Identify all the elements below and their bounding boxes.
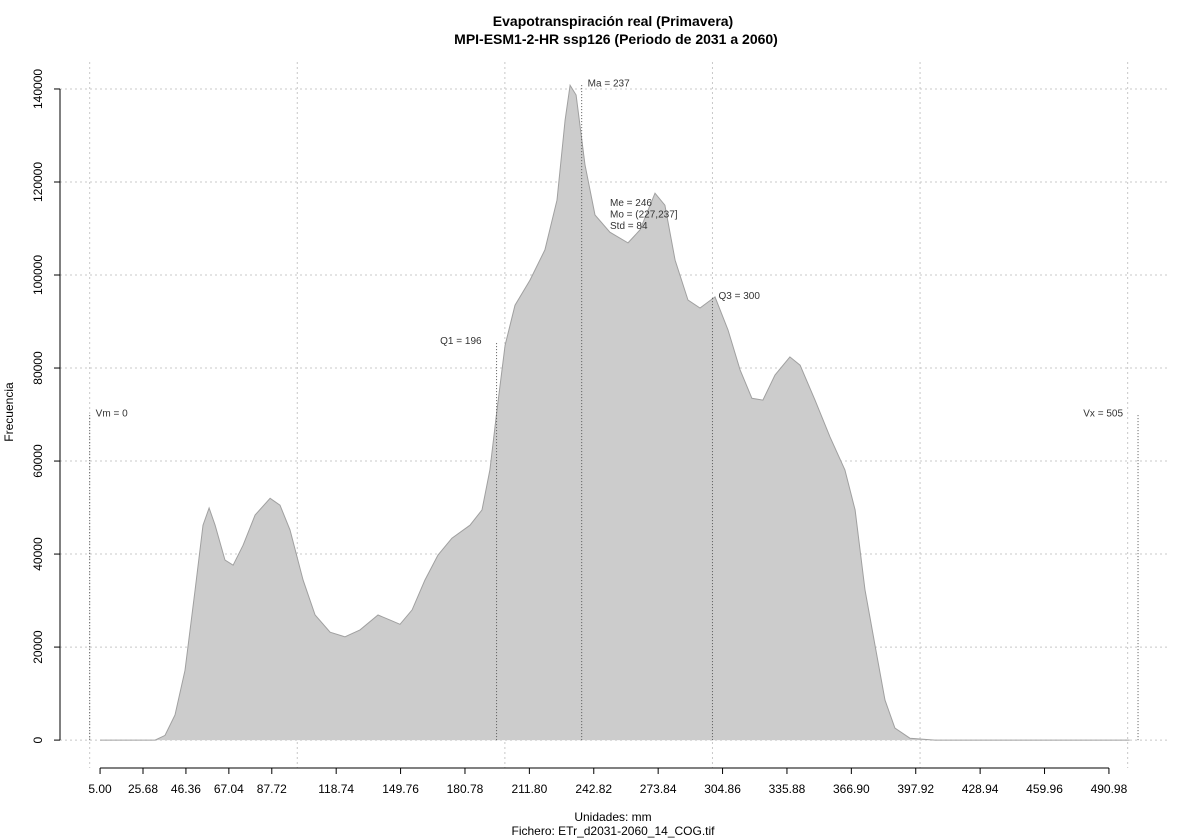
y-tick-label: 60000 xyxy=(31,444,45,478)
x-tick-label: 211.80 xyxy=(511,782,547,796)
y-axis-label: Frecuencia xyxy=(2,382,16,442)
x-tick-label: 273.84 xyxy=(640,782,677,796)
x-tick-label: 490.98 xyxy=(1091,782,1128,796)
x-tick-label: 397.92 xyxy=(897,782,934,796)
y-tick-label: 80000 xyxy=(31,351,45,385)
y-tick-label: 20000 xyxy=(31,630,45,664)
chart-subtitle: MPI-ESM1-2-HR ssp126 (Periodo de 2031 a … xyxy=(454,31,778,47)
x-tick-label: 180.78 xyxy=(447,782,484,796)
y-tick-label: 0 xyxy=(31,736,45,743)
annotation-label: Ma = 237 xyxy=(588,78,630,89)
y-tick-label: 120000 xyxy=(31,162,45,202)
density-line xyxy=(100,83,1130,741)
x-tick-label: 428.94 xyxy=(962,782,999,796)
x-tick-label: 5.00 xyxy=(88,782,112,796)
x-tick-label: 118.74 xyxy=(318,782,354,796)
x-tick-label: 25.68 xyxy=(128,782,158,796)
x-tick-label: 335.88 xyxy=(769,782,806,796)
annotation-label: Q3 = 300 xyxy=(718,291,760,302)
x-tick-label: 46.36 xyxy=(171,782,201,796)
annotation-label: Vm = 0 xyxy=(96,409,128,420)
stat-label: Mo = (227,237] xyxy=(610,210,678,221)
y-tick-label: 40000 xyxy=(31,537,45,571)
x-tick-label: 242.82 xyxy=(575,782,612,796)
y-tick-label: 100000 xyxy=(31,255,45,295)
x-tick-label: 304.86 xyxy=(704,782,741,796)
caption: Fichero: ETr_d2031-2060_14_COG.tif xyxy=(512,824,716,838)
x-axis-label: Unidades: mm xyxy=(574,810,651,824)
annotation-label: Vx = 505 xyxy=(1083,409,1123,420)
chart-title: Evapotranspiración real (Primavera) xyxy=(493,13,733,29)
x-tick-label: 149.76 xyxy=(382,782,419,796)
stat-label: Std = 84 xyxy=(610,221,648,232)
x-tick-label: 459.96 xyxy=(1026,782,1063,796)
stat-label: Me = 246 xyxy=(610,198,652,209)
y-tick-label: 140000 xyxy=(31,69,45,109)
x-tick-label: 87.72 xyxy=(257,782,287,796)
density-area xyxy=(100,85,1130,741)
x-tick-label: 366.90 xyxy=(833,782,870,796)
annotation-label: Q1 = 196 xyxy=(440,336,482,347)
x-tick-label: 67.04 xyxy=(214,782,244,796)
